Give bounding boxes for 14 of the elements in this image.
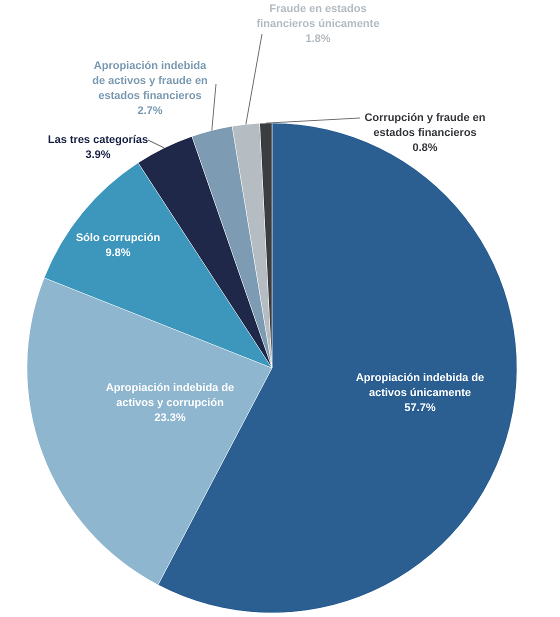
slice-label: Apropiación indebida de activos y corrupción: [106, 382, 234, 409]
slice-label: Las tres categorías: [48, 134, 148, 146]
slice-label: Apropiación indebida de activos y fraude en estados financieros: [92, 60, 208, 102]
data-label: 57.7%: [404, 402, 436, 414]
data-label: 2.7%: [137, 105, 163, 117]
data-label: 3.9%: [85, 149, 111, 161]
data-label: 0.8%: [412, 142, 438, 154]
data-label: 9.8%: [105, 247, 131, 259]
slice-label: Corrupción y fraude en estados financieros: [364, 112, 486, 139]
slice-label: Fraude en estados financieros únicamente: [256, 3, 380, 30]
slice-label: Sólo corrupción: [76, 232, 160, 244]
slice-label: Apropiación indebida de activos únicamente: [356, 372, 484, 399]
data-label: 1.8%: [305, 33, 331, 45]
data-label: 23.3%: [154, 412, 186, 424]
